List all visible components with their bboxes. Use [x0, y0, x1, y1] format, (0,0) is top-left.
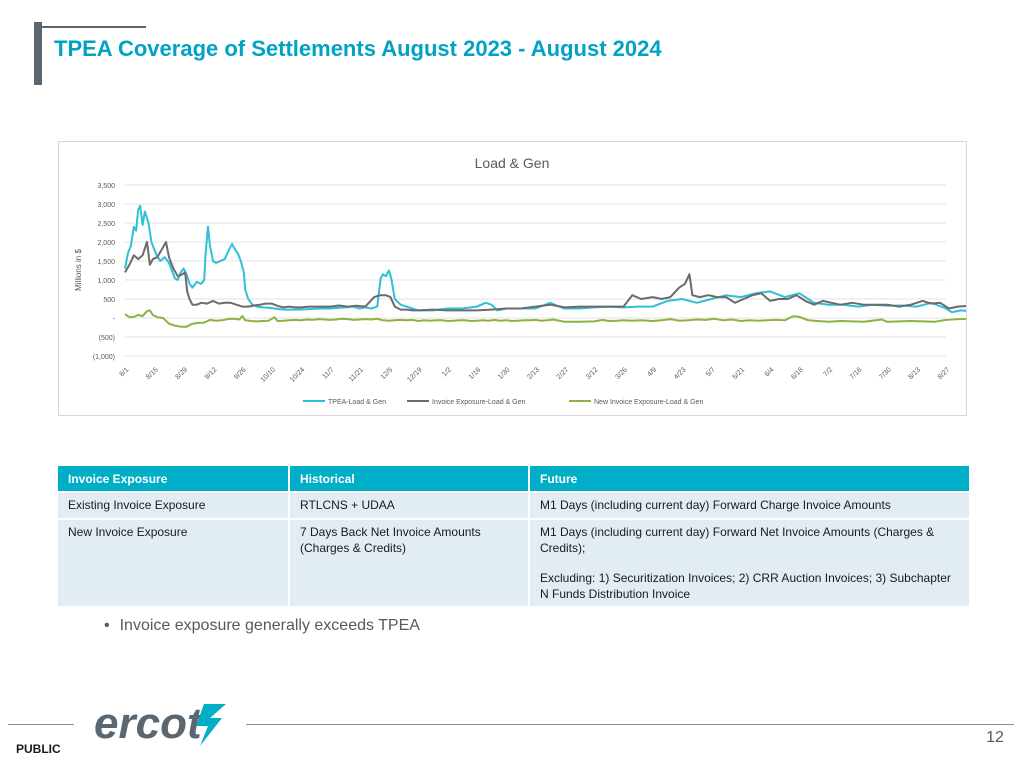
- y-axis-ticks: 3,500 3,000 2,500 2,000 1,500 1,000 500 - (500) (…: [93, 183, 116, 361]
- x-tick-label: 8/13: [908, 366, 923, 381]
- chart-gridlines: [125, 184, 946, 357]
- series-line-1: [124, 204, 966, 314]
- cell-new-invoice-exposure: New Invoice Exposure: [58, 519, 290, 608]
- table-header-row: Invoice Exposure Historical Future: [58, 466, 971, 493]
- x-tick-label: 9/12: [204, 366, 219, 381]
- invoice-exposure-table: Invoice Exposure Historical Future Exist…: [58, 466, 971, 608]
- chart-legend: TPEA-Load & Gen Invoice Exposure-Load & G…: [303, 399, 703, 406]
- legend-label: New Invoice Exposure-Load & Gen: [594, 399, 703, 406]
- bullet-icon: •: [104, 617, 110, 634]
- x-tick-label: 11/7: [321, 366, 335, 380]
- cell-existing-invoice-exposure: Existing Invoice Exposure: [58, 492, 290, 520]
- logo-wordmark: ercot: [94, 699, 204, 748]
- chart-container: Load & Gen Millions in $ 3,500 3,000 2,500…: [58, 141, 967, 416]
- footer-divider-left: [8, 724, 74, 725]
- y-tick-label: -: [113, 316, 116, 323]
- y-tick-label: (1,000): [93, 354, 115, 361]
- x-tick-label: 1/16: [468, 366, 483, 381]
- x-tick-label: 6/4: [764, 366, 776, 378]
- title-accent-line: [34, 26, 146, 28]
- y-tick-label: (500): [99, 335, 115, 342]
- ercot-logo: ercot: [94, 699, 226, 748]
- x-tick-label: 8/27: [937, 366, 952, 381]
- x-tick-label: 9/26: [233, 366, 248, 381]
- footer-divider-right: [246, 724, 1014, 725]
- x-tick-label: 4/9: [646, 366, 658, 378]
- legend-label: Invoice Exposure-Load & Gen: [432, 399, 525, 406]
- cell-existing-historical: RTLCNS + UDAA: [289, 492, 530, 520]
- footer-public-label: PUBLIC: [16, 742, 61, 756]
- page-number: 12: [986, 729, 1004, 746]
- x-tick-label: 2/27: [556, 366, 571, 381]
- x-tick-label: 3/12: [585, 366, 600, 381]
- cell-new-historical: 7 Days Back Net Invoice Amounts (Charges…: [289, 519, 530, 608]
- y-tick-label: 1,000: [97, 278, 115, 285]
- x-tick-label: 1/2: [441, 366, 453, 378]
- x-tick-label: 5/21: [732, 366, 747, 381]
- cell-new-future-line2: Excluding: 1) Securitization Invoices; 2…: [540, 571, 951, 601]
- legend-label: TPEA-Load & Gen: [328, 399, 386, 406]
- x-tick-label: 12/19: [406, 366, 423, 383]
- series-line-2: [124, 241, 966, 312]
- x-tick-label: 2/13: [526, 366, 541, 381]
- header-historical: Historical: [289, 466, 530, 493]
- cell-new-future: M1 Days (including current day) Forward …: [529, 519, 971, 608]
- title-accent-bar: [34, 22, 42, 85]
- y-tick-label: 2,500: [97, 221, 115, 228]
- x-tick-label: 8/15: [145, 366, 160, 381]
- logo-bolt-icon: [196, 704, 226, 746]
- x-tick-label: 3/26: [614, 366, 629, 381]
- x-tick-label: 6/18: [790, 366, 805, 381]
- x-tick-label: 8/29: [174, 366, 189, 381]
- x-tick-label: 4/23: [673, 366, 688, 381]
- y-tick-label: 500: [103, 297, 115, 304]
- x-tick-label: 1/30: [497, 366, 512, 381]
- chart-series: [124, 204, 966, 328]
- header-future: Future: [529, 466, 971, 493]
- y-tick-label: 1,500: [97, 259, 115, 266]
- x-tick-label: 12/5: [380, 366, 395, 381]
- y-axis-label: Millions in $: [74, 249, 83, 291]
- y-tick-label: 2,000: [97, 240, 115, 247]
- y-tick-label: 3,000: [97, 202, 115, 209]
- x-tick-label: 11/21: [348, 366, 365, 383]
- x-tick-label: 7/30: [878, 366, 893, 381]
- series-line-3: [124, 309, 966, 328]
- bullet-point: • Invoice exposure generally exceeds TPEA: [104, 617, 420, 635]
- bullet-text: Invoice exposure generally exceeds TPEA: [119, 617, 420, 634]
- y-tick-label: 3,500: [97, 183, 115, 190]
- x-tick-label: 8/1: [119, 366, 131, 378]
- cell-existing-future: M1 Days (including current day) Forward …: [529, 492, 971, 520]
- page-title: TPEA Coverage of Settlements August 2023…: [54, 36, 662, 61]
- chart-title: Load & Gen: [475, 155, 550, 171]
- table-row: New Invoice Exposure 7 Days Back Net Inv…: [58, 519, 971, 608]
- header-invoice-exposure: Invoice Exposure: [58, 466, 290, 493]
- x-tick-label: 7/16: [849, 366, 864, 381]
- load-gen-chart: Load & Gen Millions in $ 3,500 3,000 2,500…: [74, 155, 966, 406]
- x-axis-ticks: 8/1 8/15 8/29 9/12 9/26 10/10 10/24 11/7 11/21 12…: [119, 366, 952, 383]
- cell-new-future-line1: M1 Days (including current day) Forward …: [540, 525, 935, 555]
- x-tick-label: 10/10: [260, 366, 277, 383]
- x-tick-label: 7/2: [822, 366, 834, 378]
- x-tick-label: 10/24: [289, 366, 306, 383]
- table-row: Existing Invoice Exposure RTLCNS + UDAA …: [58, 492, 971, 520]
- x-tick-label: 5/7: [705, 366, 717, 378]
